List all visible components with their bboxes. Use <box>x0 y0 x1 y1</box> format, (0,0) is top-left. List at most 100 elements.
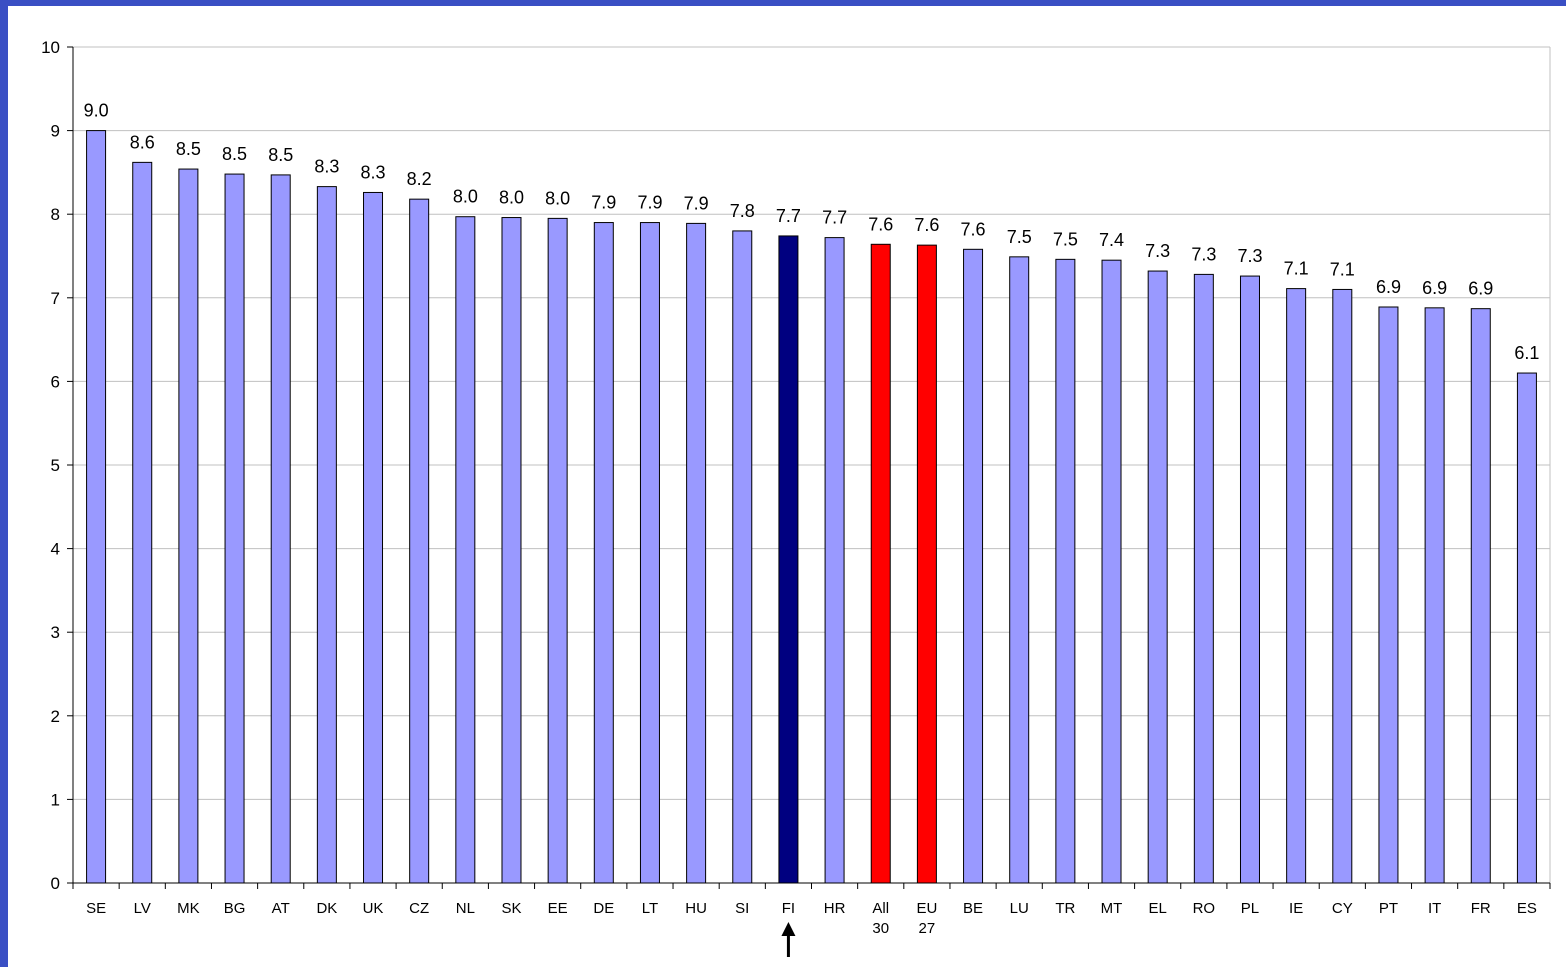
data-label: 6.9 <box>1422 278 1447 298</box>
y-tick-label: 0 <box>51 874 60 893</box>
bar <box>1286 288 1307 884</box>
data-label: 7.1 <box>1284 259 1309 279</box>
x-tick-label: All 30 <box>872 900 889 937</box>
x-tick-label: LU <box>1010 900 1029 917</box>
data-label: 7.7 <box>776 206 801 226</box>
data-label: 7.5 <box>1007 227 1032 247</box>
data-label: 8.5 <box>176 139 201 159</box>
data-label: 7.6 <box>868 214 893 234</box>
y-tick-label: 6 <box>51 372 60 391</box>
bar <box>593 222 614 884</box>
data-label: 7.9 <box>637 193 662 213</box>
bar <box>132 161 153 884</box>
y-tick-label: 4 <box>51 540 60 559</box>
data-label: 9.0 <box>84 101 109 121</box>
x-tick-label: PT <box>1379 900 1398 917</box>
x-tick-label: SI <box>735 900 749 917</box>
data-label: 8.3 <box>314 157 339 177</box>
bar <box>732 230 753 884</box>
data-label: 7.5 <box>1053 229 1078 249</box>
bar <box>870 243 891 884</box>
x-tick-label: FR <box>1471 900 1491 917</box>
bar <box>363 191 384 884</box>
bar <box>409 198 430 884</box>
data-label: 7.4 <box>1099 230 1124 250</box>
data-label: 7.7 <box>822 208 847 228</box>
bar <box>1147 270 1168 884</box>
bar <box>1424 307 1445 884</box>
data-label: 7.9 <box>591 193 616 213</box>
bar <box>547 217 568 884</box>
data-label: 6.9 <box>1468 279 1493 299</box>
x-tick-label: BE <box>963 900 983 917</box>
x-tick-label: SK <box>501 900 521 917</box>
x-tick-label: UK <box>363 900 384 917</box>
data-label: 8.0 <box>453 187 478 207</box>
y-tick-label: 10 <box>41 38 60 57</box>
x-tick-label: CZ <box>409 900 429 917</box>
x-tick-label: TR <box>1055 900 1075 917</box>
y-tick-label: 9 <box>51 122 60 141</box>
y-tick-label: 5 <box>51 456 60 475</box>
bar <box>455 216 476 884</box>
bar <box>501 217 522 884</box>
x-tick-label: HU <box>685 900 707 917</box>
data-label: 7.3 <box>1191 244 1216 264</box>
data-label: 7.6 <box>961 219 986 239</box>
bar <box>1378 306 1399 884</box>
data-label: 7.9 <box>684 193 709 213</box>
bar <box>1055 258 1076 884</box>
bar <box>316 186 337 884</box>
bar <box>824 237 845 884</box>
x-tick-label: EE <box>548 900 568 917</box>
data-label: 8.0 <box>545 188 570 208</box>
data-label: 7.8 <box>730 201 755 221</box>
x-tick-label: EU 27 <box>916 900 937 937</box>
bar <box>1009 256 1030 884</box>
x-tick-label: MK <box>177 900 200 917</box>
data-label: 7.3 <box>1145 241 1170 261</box>
y-tick-label: 2 <box>51 707 60 726</box>
arrow-head <box>781 922 796 936</box>
bar <box>1101 259 1122 884</box>
y-tick-label: 3 <box>51 623 60 642</box>
data-label: 8.5 <box>268 145 293 165</box>
y-tick-label: 1 <box>51 790 60 809</box>
x-tick-label: PL <box>1241 900 1259 917</box>
bar <box>1470 308 1491 884</box>
bar <box>916 244 937 884</box>
data-label: 8.3 <box>361 162 386 182</box>
x-tick-label: CY <box>1332 900 1353 917</box>
data-labels: 9.0 8.6 8.5 8.5 8.5 8.3 8.3 8.2 8.0 8.0 8.0 7.9 7.9 7… <box>84 101 1540 363</box>
bar <box>86 130 107 884</box>
bar <box>686 222 707 884</box>
bar <box>639 222 660 884</box>
x-tick-label: ES <box>1517 900 1537 917</box>
bar <box>178 168 199 884</box>
bar <box>1516 372 1537 884</box>
arrow-up-icon <box>781 922 796 957</box>
x-tick-label: LV <box>134 900 151 917</box>
bars <box>86 130 1537 884</box>
data-label: 8.6 <box>130 132 155 152</box>
bar <box>224 173 245 884</box>
frame-left-bar <box>0 0 8 967</box>
data-label: 8.2 <box>407 169 432 189</box>
bar <box>778 235 799 884</box>
data-label: 8.0 <box>499 188 524 208</box>
x-tick-label: NL <box>456 900 475 917</box>
x-tick-label: HR <box>824 900 846 917</box>
x-tick-label: LT <box>642 900 658 917</box>
bar <box>1332 288 1353 884</box>
data-label: 6.9 <box>1376 277 1401 297</box>
data-label: 7.6 <box>914 215 939 235</box>
x-tick-label: SE <box>86 900 106 917</box>
gridlines <box>73 46 1551 883</box>
bar <box>270 174 291 884</box>
bar <box>1239 275 1260 884</box>
x-tick-label: AT <box>272 900 290 917</box>
x-tick-label: RO <box>1193 900 1216 917</box>
x-tick-label: IE <box>1289 900 1303 917</box>
axes: 0 1 2 3 4 5 6 7 8 9 10 SE LV MK BG AT DK UK CZ NL SK EE DE LT HU… <box>41 38 1551 957</box>
bar <box>1193 273 1214 884</box>
